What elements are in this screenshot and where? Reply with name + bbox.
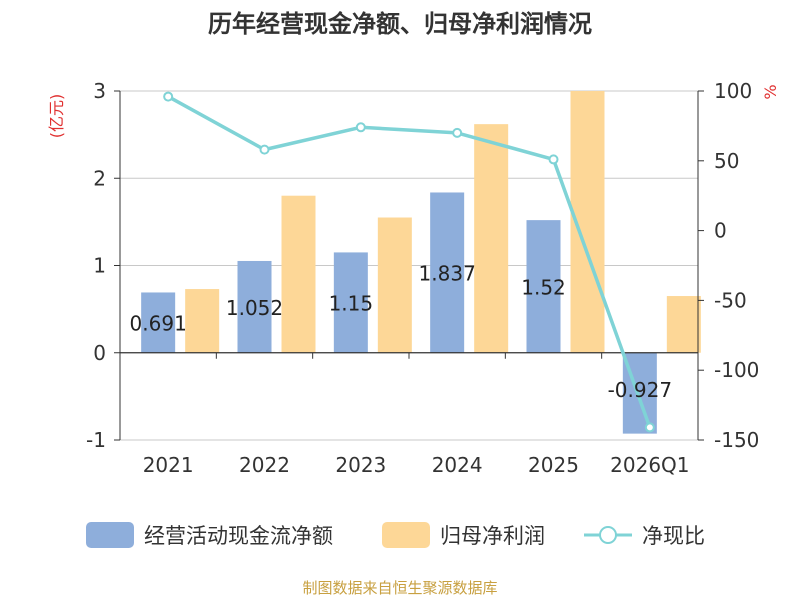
cashflow-bar-2021: [141, 292, 176, 353]
x-tick-label-2022: 2022: [239, 453, 290, 477]
cashflow-label-2026Q1: -0.927: [608, 378, 672, 402]
legend-label-netprofit: 归母净利润: [440, 524, 545, 548]
legend-swatch-netprofit: [382, 522, 430, 548]
cashflow-bar-2024: [430, 192, 465, 353]
x-tick-label-2024: 2024: [432, 453, 483, 477]
left-tick-label: 3: [93, 79, 106, 103]
cashflow-label-2024: 1.837: [419, 262, 476, 286]
ratio-point-2022: [259, 144, 270, 155]
right-tick-label: -50: [714, 288, 747, 312]
cashflow-bar-2023: [333, 252, 368, 353]
right-tick-label: -150: [714, 428, 759, 452]
netprofit-bar-2021: [185, 289, 220, 353]
right-axis-unit: %: [761, 84, 780, 99]
legend-marker-ratio: [599, 526, 617, 544]
x-tick-label-2023: 2023: [335, 453, 386, 477]
source-note: 制图数据来自恒生聚源数据库: [302, 579, 497, 597]
right-tick-label: 0: [714, 219, 727, 243]
ratio-point-2021: [163, 91, 174, 102]
left-tick-label: 0: [93, 341, 106, 365]
right-tick-label: -100: [714, 358, 759, 382]
legend-swatch-cashflow: [86, 522, 134, 548]
netprofit-bar-2022: [281, 195, 316, 353]
legend: 经营活动现金流净额 归母净利润 净现比: [86, 522, 705, 548]
left-axis-unit: (亿元): [47, 94, 66, 139]
cashflow-bar-2025: [526, 220, 561, 353]
left-tick-label: 2: [93, 166, 106, 190]
netprofit-bar-2023: [377, 217, 412, 353]
ratio-point-2026Q1: [644, 422, 655, 433]
netprofit-bar-2024: [474, 124, 509, 353]
cashflow-label-2023: 1.15: [329, 292, 374, 316]
bars-layer: [141, 91, 701, 434]
axes-layer: [114, 90, 704, 441]
left-tick-label: -1: [86, 428, 106, 452]
ratio-point-2023: [355, 122, 366, 133]
ratio-point-2024: [452, 127, 463, 138]
x-tick-label-2021: 2021: [143, 453, 194, 477]
legend-label-ratio: 净现比: [642, 524, 705, 548]
line-layer: [163, 91, 655, 433]
left-tick-label: 1: [93, 254, 106, 278]
legend-label-cashflow: 经营活动现金流净额: [144, 524, 333, 548]
cashflow-bar-2022: [237, 260, 272, 353]
cashflow-label-2021: 0.691: [130, 312, 187, 336]
x-tick-label-2025: 2025: [528, 453, 579, 477]
tick-labels-layer: -1 0 1 2 3 100 50 0 -50 -100 -150 2021 2022 2023 2024 2…: [86, 79, 759, 477]
right-tick-label: 100: [714, 79, 752, 103]
ratio-point-2025: [548, 154, 559, 165]
netprofit-bar-2026Q1: [666, 296, 701, 353]
chart-title: 历年经营现金净额、归母净利润情况: [208, 10, 592, 38]
ratio-line: [167, 95, 652, 429]
data-labels-layer: 0.691 1.052 1.15 1.837 1.52 -0.927: [130, 262, 673, 403]
cashflow-label-2025: 1.52: [521, 275, 566, 299]
x-tick-label-2026Q1: 2026Q1: [610, 453, 689, 477]
right-tick-label: 50: [714, 149, 739, 173]
cashflow-label-2022: 1.052: [226, 296, 283, 320]
